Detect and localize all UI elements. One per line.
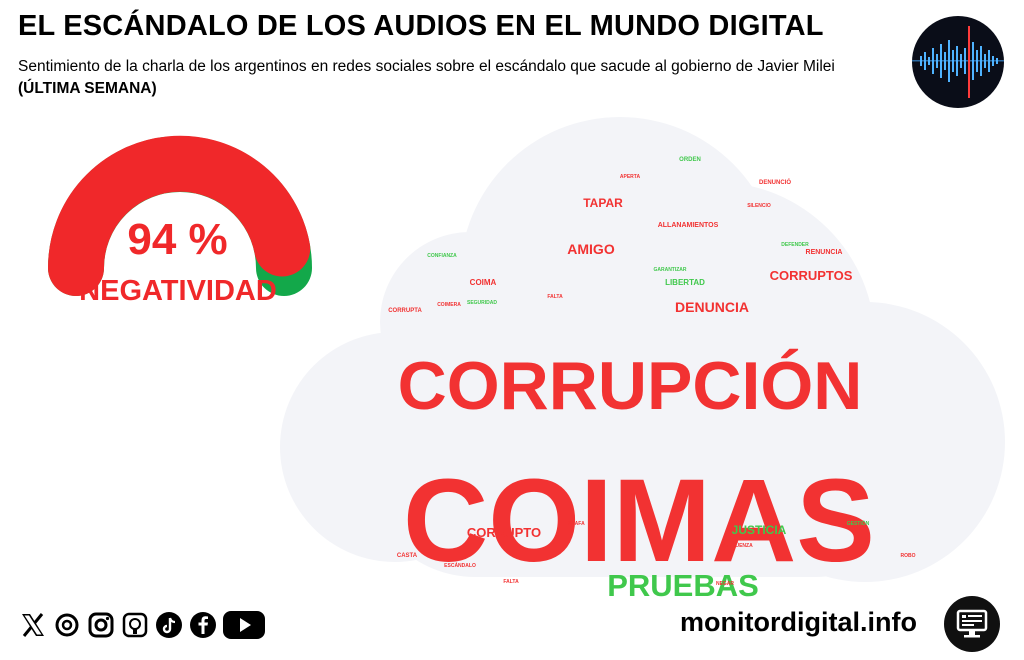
subtitle-text: Sentimiento de la charla de los argentin… — [18, 58, 835, 75]
cloud-word: GARANTIZAR — [653, 267, 687, 273]
cloud-word: COIMAS — [403, 455, 875, 587]
cloud-word: FALTA — [503, 579, 519, 585]
cloud-word: CORRUPTO — [466, 525, 542, 540]
podcast-icon[interactable] — [120, 610, 150, 640]
monitor-logo-icon — [944, 596, 1000, 652]
page-title: EL ESCÁNDALO DE LOS AUDIOS EN EL MUNDO D… — [18, 10, 824, 42]
cloud-word: PRUEBAS — [607, 568, 759, 603]
cloud-word: COIMERA — [437, 302, 461, 308]
cloud-word: ORDEN — [679, 157, 701, 163]
subtitle-period: (ÚLTIMA SEMANA) — [18, 80, 157, 97]
cloud-word: CORRUPTA — [388, 308, 422, 314]
cloud-word: LIBERTAD — [665, 278, 705, 287]
cloud-word: RENUNCIA — [805, 249, 843, 256]
page-subtitle: Sentimiento de la charla de los argentin… — [18, 56, 898, 100]
cloud-word: CASTA — [396, 553, 418, 559]
cloud-word: ESTAFA — [565, 521, 585, 527]
cloud-word: FALTA — [547, 294, 563, 300]
gauge-negative-arc — [47, 135, 311, 296]
cloud-word: TAPAR — [583, 196, 623, 210]
audio-waveform-avatar — [912, 16, 1004, 108]
tiktok-icon[interactable] — [154, 610, 184, 640]
cloud-word: CORRUPTOS — [769, 268, 853, 283]
instagram-icon[interactable] — [86, 610, 116, 640]
word-cloud: ORDEN APERTA DENUNCIÓ TAPAR SILENCIO ALLANAMI… — [275, 112, 1015, 601]
cloud-word: GESTIÓN — [846, 521, 870, 527]
cloud-word: DENUNCIÓ — [758, 180, 792, 186]
cloud-word: DEFENDER — [781, 242, 809, 248]
negativity-gauge — [47, 135, 312, 296]
social-icons — [18, 608, 266, 642]
cloud-word: ALLANAMIENTOS — [657, 222, 719, 229]
cloud-word: AMIGO — [567, 241, 615, 257]
cloud-word: CONFIANZA — [427, 253, 457, 259]
x-icon[interactable] — [18, 610, 48, 640]
cloud-word: COIMA — [469, 278, 497, 287]
cloud-word: CORRUPCIÓN — [397, 348, 863, 424]
gauge-label: NEGATIVIDAD — [79, 275, 277, 307]
cloud-word: SILENCIO — [747, 203, 771, 209]
youtube-icon[interactable] — [222, 610, 266, 640]
cloud-word: ROBO — [900, 553, 916, 559]
threads-icon[interactable] — [52, 610, 82, 640]
cloud-word: NEGAR — [715, 581, 735, 587]
cloud-word: SEGURIDAD — [466, 300, 498, 306]
cloud-word: JUSTICIA — [731, 523, 787, 537]
cloud-word: VERGÜENZA — [721, 543, 753, 549]
gauge-value: 94 % — [127, 215, 228, 264]
cloud-word: DENUNCIA — [675, 299, 749, 315]
facebook-icon[interactable] — [188, 610, 218, 640]
cloud-word: ESCÁNDALO — [444, 563, 476, 569]
cloud-shape — [280, 117, 1005, 582]
cloud-word: APERTA — [619, 174, 641, 180]
site-url[interactable]: monitordigital.info — [680, 607, 917, 637]
